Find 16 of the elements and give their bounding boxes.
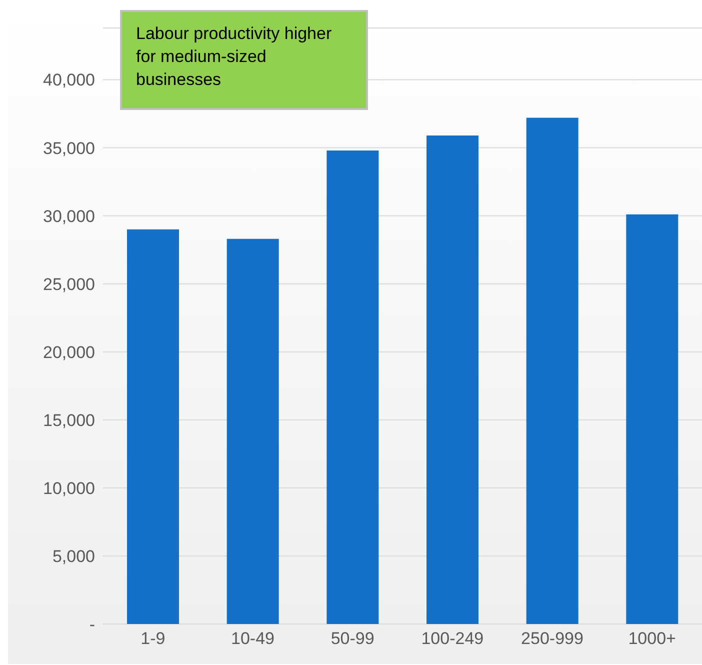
y-tick-label: 35,000 <box>43 138 95 158</box>
x-tick-label: 1-9 <box>140 629 166 648</box>
x-tick-label: 250-999 <box>521 629 584 648</box>
x-tick-label: 50-99 <box>330 629 374 648</box>
y-tick-label: 5,000 <box>52 547 95 566</box>
y-tick-label: - <box>89 615 95 634</box>
x-tick-label: 10-49 <box>231 629 274 648</box>
y-tick-label: 10,000 <box>43 478 95 498</box>
y-tick-label: 20,000 <box>43 342 95 362</box>
x-tick-label: 1000+ <box>628 629 676 648</box>
x-tick-label: 100-249 <box>421 629 484 648</box>
y-tick-label: 25,000 <box>43 274 95 294</box>
y-tick-label: 30,000 <box>43 206 95 226</box>
annotation: Labour productivity higher for medium-sized businesses <box>120 10 368 110</box>
y-tick-label: 40,000 <box>43 70 95 90</box>
y-tick-label: 15,000 <box>43 410 95 430</box>
